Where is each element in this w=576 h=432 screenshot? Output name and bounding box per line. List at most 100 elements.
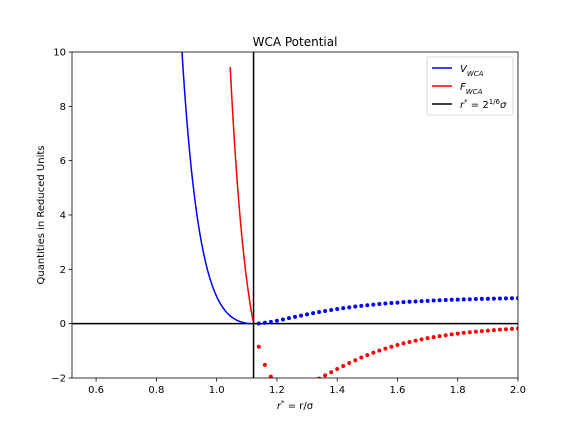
f-wca-point [377, 348, 382, 353]
f-wca-point [383, 346, 388, 351]
v-wca-point [299, 313, 304, 318]
f-wca-point [419, 337, 424, 342]
f-wca-point [262, 362, 267, 367]
v-wca-point [491, 296, 496, 301]
f-wca-point [341, 363, 346, 368]
f-wca-point [455, 331, 460, 336]
v-wca-point [497, 296, 502, 301]
v-wca-point [467, 297, 472, 302]
v-wca-point [395, 300, 400, 305]
f-wca-point [323, 373, 328, 378]
v-wca-point [371, 302, 376, 307]
y-tick-label: 4 [60, 211, 66, 222]
legend-label-f-wca: FWCA [460, 82, 483, 96]
v-wca-point [359, 303, 364, 308]
f-wca-point [485, 328, 490, 333]
x-tick-label: 0.8 [148, 385, 164, 396]
legend-box [426, 56, 514, 116]
v-wca-point [353, 304, 358, 309]
f-wca-point [437, 334, 442, 339]
x-axis-ticks: 0.6 0.8 1.0 1.2 1.4 1.6 1.8 2.0 [88, 378, 526, 396]
v-wca-point [377, 302, 382, 307]
x-tick-label: 1.6 [390, 385, 406, 396]
v-wca-point [280, 317, 285, 322]
y-tick-label: 2 [60, 265, 66, 276]
x-tick-label: 2.0 [510, 385, 526, 396]
v-wca-point [335, 307, 340, 312]
v-wca-point [268, 319, 273, 324]
f-wca-point [516, 326, 518, 331]
f-wca-point [425, 336, 430, 341]
v-wca-point [503, 296, 508, 301]
v-wca-point [413, 299, 418, 304]
v-wca-point [431, 298, 436, 303]
f-wca-point [413, 338, 418, 343]
legend-label-cutoff: r* = 21/6σ [460, 98, 507, 111]
v-wca-line [181, 52, 254, 325]
v-wca-point [509, 296, 514, 301]
x-axis-label: r* = r/σ [277, 399, 314, 412]
f-wca-point [449, 332, 454, 337]
v-wca-point [437, 298, 442, 303]
v-wca-point [419, 299, 424, 304]
f-wca-point [365, 353, 370, 358]
f-wca-point [359, 355, 364, 360]
v-wca-point [443, 298, 448, 303]
f-wca-point [509, 326, 514, 331]
f-wca-line [229, 66, 254, 322]
v-wca-point [317, 310, 322, 315]
x-tick-label: 1.4 [329, 385, 345, 396]
f-wca-point [371, 350, 376, 355]
f-wca-point [395, 343, 400, 348]
v-wca-point [473, 297, 478, 302]
f-wca-point [431, 335, 436, 340]
f-wca-point [497, 327, 502, 332]
f-wca-point [389, 344, 394, 349]
v-wca-point [323, 308, 328, 313]
v-wca-point [485, 296, 490, 301]
f-wca-point [329, 370, 334, 375]
f-wca-point [401, 341, 406, 346]
v-wca-point [407, 299, 412, 304]
x-tick-label: 1.8 [450, 385, 466, 396]
legend-label-v-wca: VWCA [460, 64, 484, 78]
f-wca-point [407, 339, 412, 344]
v-wca-point [262, 320, 267, 325]
v-wca-point [293, 314, 297, 319]
v-wca-point [347, 305, 352, 310]
legend: VWCA FWCA r* = 21/6σ [426, 56, 514, 116]
x-tick-label: 0.6 [88, 385, 104, 396]
v-wca-point [425, 298, 430, 303]
v-wca-point [401, 300, 406, 305]
v-wca-point [461, 297, 466, 302]
v-wca-point [516, 296, 518, 301]
x-tick-label: 1.2 [269, 385, 285, 396]
f-wca-point [491, 328, 496, 333]
v-wca-point [341, 306, 346, 311]
v-wca-point [389, 301, 394, 306]
f-wca-point [467, 330, 472, 335]
y-tick-label: 0 [60, 319, 66, 330]
f-wca-point [268, 374, 273, 378]
plot-area [72, 52, 518, 378]
v-wca-point [311, 311, 316, 316]
f-wca-point [479, 329, 484, 334]
x-tick-label: 1.0 [209, 385, 225, 396]
v-wca-point [455, 297, 460, 302]
f-wca-point [347, 360, 352, 365]
v-wca-point [286, 316, 291, 321]
v-wca-point [365, 303, 370, 308]
y-tick-label: 10 [53, 48, 66, 59]
f-wca-point [353, 358, 358, 363]
y-tick-label: 6 [60, 156, 66, 167]
f-wca-point [335, 367, 340, 372]
f-wca-point [473, 329, 478, 334]
f-wca-point [443, 333, 448, 338]
f-wca-point [503, 327, 508, 332]
v-wca-point [329, 307, 334, 312]
y-axis-ticks: −2 0 2 4 6 8 10 [51, 48, 72, 385]
v-wca-point [479, 296, 484, 301]
v-wca-point [383, 301, 388, 306]
v-wca-point [256, 321, 261, 326]
